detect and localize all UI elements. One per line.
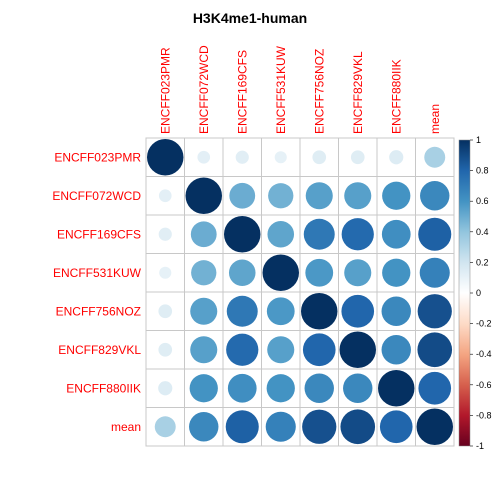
row-label: ENCFF023PMR	[54, 150, 141, 164]
correlation-circle	[267, 221, 294, 248]
correlation-circle	[228, 374, 257, 403]
colorbar-tick-label: 0.4	[476, 227, 489, 237]
correlation-circle	[155, 416, 176, 437]
chart-title: H3K4me1-human	[193, 10, 307, 26]
correlation-circle	[424, 147, 445, 168]
correlation-circle	[147, 139, 184, 176]
column-label: ENCFF023PMR	[158, 47, 172, 134]
correlation-circle	[275, 151, 287, 163]
correlation-circle	[268, 183, 293, 208]
correlation-circle	[301, 293, 338, 330]
colorbar-tick-label: -0.2	[476, 319, 492, 329]
column-label: ENCFF169CFS	[235, 50, 249, 134]
correlation-circle	[382, 259, 410, 287]
correlation-circle	[267, 374, 295, 402]
correlation-circle	[343, 374, 372, 403]
correlation-circle	[341, 295, 374, 328]
row-label: mean	[111, 420, 141, 434]
correlation-circle	[190, 336, 217, 363]
correlation-circle	[418, 294, 452, 328]
correlation-circle	[344, 182, 371, 209]
correlation-circle	[382, 297, 411, 326]
correlation-circle	[267, 336, 294, 363]
colorbar-tick-label: 0.8	[476, 166, 489, 176]
correlation-circle	[344, 259, 371, 286]
correlation-circle	[382, 182, 410, 210]
correlation-circle	[380, 410, 413, 443]
correlation-circle	[417, 332, 452, 367]
colorbar-tick-label: -1	[476, 441, 484, 451]
column-label: ENCFF829VKL	[351, 51, 365, 134]
row-label: ENCFF072WCD	[52, 189, 141, 203]
correlation-circle	[420, 181, 449, 210]
correlation-circle	[302, 410, 336, 444]
correlation-circle	[382, 335, 411, 364]
colorbar-tick-label: 0.2	[476, 257, 489, 267]
correlation-circle	[312, 150, 326, 164]
correlation-circle	[224, 216, 261, 253]
correlation-circle	[389, 150, 403, 164]
correlation-circle	[266, 412, 296, 442]
colorbar: 1 0.8 0.6 0.4 0.2 0 -0.2 -0.4 -0.6 -0.8 -1	[459, 135, 492, 451]
colorbar-gradient	[459, 140, 470, 446]
correlation-circle	[190, 374, 218, 402]
correlation-circle	[351, 150, 365, 164]
row-label: ENCFF756NOZ	[56, 304, 141, 318]
correlation-circle	[305, 374, 334, 403]
correlation-circle	[189, 412, 218, 441]
correlation-circle	[304, 219, 335, 250]
correlation-circle	[158, 304, 172, 318]
correlation-circle	[158, 381, 172, 395]
colorbar-tick-label: -0.4	[476, 349, 492, 359]
correlation-circle	[418, 218, 451, 251]
correlation-circle	[226, 410, 259, 443]
correlation-circle	[158, 343, 172, 357]
correlation-circle	[340, 332, 377, 369]
column-label: ENCFF756NOZ	[312, 49, 326, 134]
column-label: ENCFF072WCD	[197, 45, 211, 134]
correlation-circle	[303, 333, 336, 366]
correlation-circle	[229, 183, 255, 209]
column-label: mean	[428, 104, 442, 134]
correlation-circle	[159, 189, 172, 202]
correlation-circle	[186, 178, 223, 215]
correlation-circle	[267, 297, 295, 325]
correlation-circle	[340, 409, 375, 444]
correlation-circle	[191, 221, 217, 247]
correlation-circle	[236, 151, 249, 164]
correlation-circle	[306, 182, 333, 209]
colorbar-tick-label: -0.8	[476, 410, 492, 420]
colorbar-tick-label: 0.6	[476, 196, 489, 206]
column-label: ENCFF531KUW	[274, 45, 288, 134]
row-label: ENCFF880IIK	[66, 381, 141, 395]
colorbar-tick-label: 0	[476, 288, 481, 298]
correlation-circle	[229, 259, 256, 286]
row-label: ENCFF829VKL	[58, 343, 141, 357]
correlation-circle	[191, 260, 216, 285]
colorbar-tick-label: 1	[476, 135, 481, 145]
correlation-circle	[382, 220, 411, 249]
correlation-circle	[420, 258, 450, 288]
correlation-circle	[197, 151, 210, 164]
correlation-circle	[227, 296, 258, 327]
row-label: ENCFF531KUW	[53, 266, 142, 280]
correlation-circle	[159, 267, 171, 279]
correlation-circle	[342, 218, 374, 250]
correlation-circle	[378, 370, 415, 407]
correlation-circle	[190, 298, 217, 325]
correlation-circle	[159, 228, 172, 241]
correlation-circle	[226, 334, 258, 366]
correlation-circle	[263, 255, 300, 292]
correlation-circle	[418, 372, 451, 405]
colorbar-tick-label: -0.6	[476, 380, 492, 390]
correlation-circle	[417, 409, 454, 446]
column-label: ENCFF880IIK	[389, 59, 403, 134]
correlation-circle	[305, 259, 333, 287]
row-label: ENCFF169CFS	[57, 227, 141, 241]
